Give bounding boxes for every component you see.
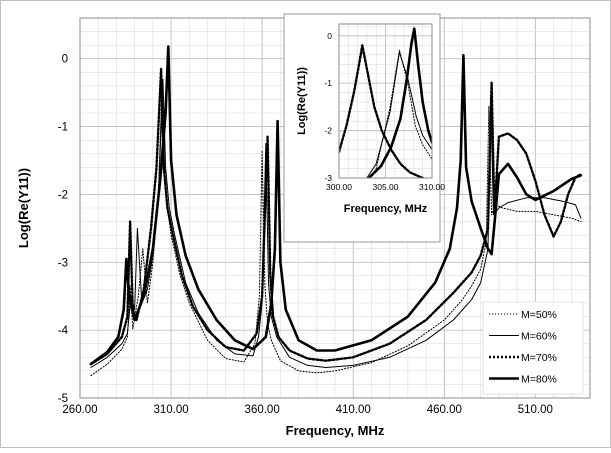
- legend-label: M=60%: [521, 331, 557, 343]
- legend: M=50% M=60% M=70% M=80%: [482, 301, 584, 395]
- plot-frame: [338, 23, 433, 179]
- y-tick-label: 0: [62, 54, 68, 66]
- x-tick-label: 305.00: [373, 182, 399, 192]
- x-tick-label: 310.00: [153, 404, 188, 416]
- series-group: [89, 45, 583, 377]
- y-axis-label: Log(Re(Y11)): [296, 67, 308, 135]
- x-tick-label: 510.00: [518, 404, 553, 416]
- series-line-m-70-: [89, 67, 583, 366]
- y-tick-label: -3: [58, 257, 68, 269]
- y-tick-label: -2: [324, 126, 332, 136]
- legend-label: M=70%: [521, 352, 557, 364]
- legend-label: M=80%: [521, 374, 557, 386]
- series-line-m-80-: [367, 27, 432, 178]
- x-tick-label: 460.00: [427, 404, 462, 416]
- series-line-m-60-: [366, 51, 432, 178]
- series-line-m-50-: [369, 49, 432, 178]
- series-line-m-80-: [89, 45, 583, 366]
- y-tick-label: -1: [58, 122, 68, 134]
- x-tick-label: 300.00: [326, 182, 352, 192]
- x-axis-label: Frequency, MHz: [286, 423, 385, 438]
- y-tick-label: -1: [324, 78, 332, 88]
- y-axis-label: Log(Re(Y11)): [16, 168, 31, 248]
- x-tick-label: 360.00: [245, 404, 280, 416]
- x-tick-label: 260.00: [62, 404, 97, 416]
- x-tick-label: 310.00: [419, 182, 445, 192]
- y-tick-label: 0: [327, 31, 332, 41]
- x-tick-label: 410.00: [336, 404, 371, 416]
- y-tick-label: -2: [58, 189, 68, 201]
- inset-plot: 300.00 305.00 310.00 -3 -2 -1 0 Frequency, MHz L…: [283, 13, 445, 243]
- x-axis-label: Frequency, MHz: [344, 203, 428, 215]
- series-line-m-70-: [339, 44, 428, 178]
- legend-label: M=50%: [521, 309, 557, 321]
- series-group: [339, 27, 432, 178]
- y-tick-label: -5: [58, 393, 68, 405]
- y-tick-label: -3: [324, 173, 332, 183]
- y-tick-label: -4: [58, 325, 69, 337]
